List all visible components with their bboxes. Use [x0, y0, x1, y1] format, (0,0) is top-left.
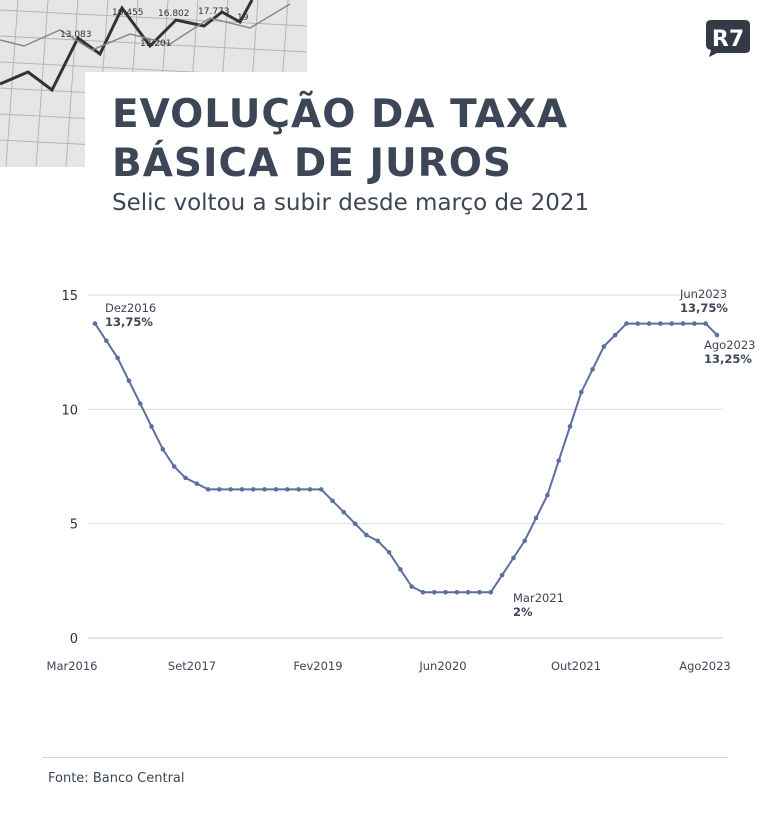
data-point: [556, 458, 561, 464]
data-point: [443, 589, 448, 595]
data-point: [454, 589, 460, 595]
data-point: [431, 589, 437, 595]
data-point: [126, 378, 132, 384]
data-point: [692, 321, 697, 326]
series-line: [94, 322, 718, 594]
grid: [88, 294, 723, 639]
source-note: Fonte: Banco Central: [48, 771, 185, 786]
data-point: [228, 487, 234, 492]
data-point: [273, 487, 279, 492]
photo-label: 19: [237, 13, 249, 23]
data-point: [341, 509, 347, 515]
x-tick-label: Mar2016: [47, 659, 98, 673]
y-tick-label: 0: [70, 632, 78, 647]
data-point: [590, 367, 595, 372]
data-point: [160, 447, 166, 452]
data-point: [194, 481, 200, 486]
data-point: [714, 332, 720, 338]
divider: [42, 757, 728, 758]
data-point: [284, 487, 290, 492]
annotation-value: 13,75%: [680, 301, 728, 315]
data-point: [465, 589, 471, 595]
data-point: [567, 424, 573, 429]
data-point: [646, 321, 652, 326]
data-point: [262, 487, 267, 492]
data-point: [352, 521, 358, 526]
x-tick-label: Jun2020: [418, 659, 466, 673]
data-point: [669, 321, 675, 326]
data-points: [92, 321, 720, 595]
data-point: [364, 532, 369, 538]
annotations: Dez201613,75%Mar20212%Jun202313,75%Ago20…: [105, 287, 755, 619]
annotation-value: 13,25%: [704, 352, 752, 366]
data-point: [149, 424, 154, 429]
photo-label: 13.201: [140, 39, 172, 49]
logo-text: R7: [712, 27, 744, 52]
annotation-period: Dez2016: [105, 301, 156, 315]
title-line: EVOLUÇÃO DA TAXA: [112, 92, 569, 137]
data-point: [239, 487, 245, 492]
data-point: [251, 487, 256, 492]
data-point: [477, 589, 482, 595]
x-tick-label: Set2017: [168, 659, 216, 673]
y-tick-label: 5: [70, 518, 78, 533]
data-point: [658, 321, 663, 326]
data-point: [522, 538, 528, 544]
data-point: [680, 321, 686, 326]
photo-label: 16.455: [112, 8, 144, 18]
r7-logo: R7: [705, 19, 751, 57]
photo-label: 13.083: [60, 30, 92, 40]
data-point: [398, 567, 403, 572]
data-point: [635, 321, 641, 326]
data-point: [545, 492, 550, 498]
data-point: [318, 487, 324, 492]
data-point: [137, 401, 143, 406]
data-point: [386, 549, 392, 555]
data-point: [533, 515, 539, 521]
photo-label: 17.773: [198, 7, 230, 17]
data-point: [578, 389, 584, 395]
data-point: [409, 584, 414, 589]
data-point: [171, 464, 177, 469]
data-point: [624, 321, 629, 326]
page-title: EVOLUÇÃO DA TAXA BÁSICA DE JUROS: [85, 72, 645, 188]
data-point: [488, 589, 494, 595]
annotation-period: Ago2023: [704, 338, 755, 352]
data-point: [307, 487, 313, 492]
data-point: [330, 498, 335, 504]
data-point: [703, 321, 708, 326]
data-point: [601, 344, 607, 349]
data-point: [183, 475, 188, 481]
data-point: [499, 572, 505, 578]
x-axis: Mar2016 Set2017 Fev2019 Jun2020 Out2021 Ago20…: [47, 659, 731, 673]
photo-label: 16.802: [158, 9, 190, 19]
x-tick-label: Fev2019: [293, 659, 342, 673]
page-subtitle: Selic voltou a subir desde março de 2021: [112, 190, 590, 216]
annotation-value: 2%: [513, 605, 533, 619]
data-point: [296, 487, 301, 492]
x-tick-label: Ago2023: [679, 659, 730, 673]
data-point: [92, 321, 98, 326]
data-point: [511, 555, 516, 561]
data-point: [205, 487, 211, 492]
title-line: BÁSICA DE JUROS: [112, 141, 512, 186]
y-tick-label: 15: [61, 289, 78, 304]
data-point: [375, 538, 381, 544]
annotation-period: Jun2023: [679, 287, 727, 301]
annotation-value: 13,75%: [105, 315, 153, 329]
data-point: [217, 487, 222, 492]
data-point: [115, 355, 120, 361]
data-point: [420, 589, 426, 595]
annotation-period: Mar2021: [513, 591, 564, 605]
data-point: [612, 332, 618, 338]
y-tick-label: 10: [61, 403, 78, 418]
data-point: [104, 338, 109, 344]
y-axis: 0 5 10 15: [61, 289, 78, 647]
x-tick-label: Out2021: [551, 659, 601, 673]
